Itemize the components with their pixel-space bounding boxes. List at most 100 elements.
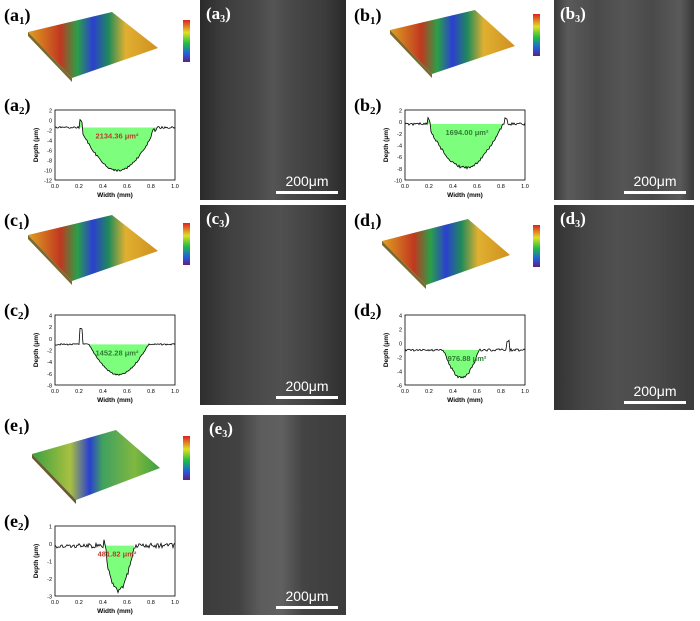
panel-label-a1: (a1) xyxy=(4,5,31,27)
y-tick-label: -10 xyxy=(394,179,402,185)
y-tick-label: 1 xyxy=(49,525,52,531)
y-axis-label: Depth (μm) xyxy=(383,333,390,367)
surface-map-a1 xyxy=(28,12,190,82)
x-tick-label: 0.2 xyxy=(425,184,433,190)
x-tick-label: 0.8 xyxy=(497,184,505,190)
y-tick-label: 0 xyxy=(399,120,402,126)
panel-d2: (d2) 4 2 0 -2 -4 -6 0.0 0.2 0.4 0.6 0.8 1.0 Width (m… xyxy=(350,297,550,405)
x-tick-label: 0.2 xyxy=(75,600,83,606)
worn-area-fill xyxy=(444,350,479,378)
surface-map-b1 xyxy=(390,10,540,78)
x-tick-label: 0.2 xyxy=(75,389,83,395)
x-tick-label: 0.4 xyxy=(99,600,107,606)
y-tick-label: -2 xyxy=(397,356,402,362)
panel-label-e2: (e2) xyxy=(4,511,30,533)
y-tick-label: 2 xyxy=(49,109,52,115)
surface-map-c1 xyxy=(28,215,190,285)
worn-area-fill xyxy=(103,539,134,593)
panel-e2: (e2) 1 0 -1 -2 -3 0.0 0.2 0.4 0.6 0.8 1.0 Width (mm… xyxy=(0,508,200,616)
x-tick-label: 0.0 xyxy=(401,184,409,190)
profile-line xyxy=(404,339,526,379)
panel-a2: (a2) 2 0 -2 -4 -6 -8 -10 -12 0.0 0.2 0.4 0.6 0.8 1.0 W… xyxy=(0,92,200,200)
x-tick-label: 0.4 xyxy=(99,184,107,190)
panel-e1: (e1) xyxy=(0,410,200,510)
x-axis-label: Width (mm) xyxy=(447,192,483,199)
x-tick-label: 1.0 xyxy=(171,600,179,606)
sem-image-a3: (a3) 200μm xyxy=(200,0,346,200)
panel-label-c3: (c3) xyxy=(206,209,230,230)
x-tick-label: 0.0 xyxy=(51,184,59,190)
y-tick-label: -8 xyxy=(47,384,52,390)
y-tick-label: -3 xyxy=(47,595,52,601)
y-axis-label: Depth (μm) xyxy=(33,128,40,162)
x-tick-label: 1.0 xyxy=(521,389,529,395)
y-tick-label: -6 xyxy=(397,384,402,390)
panel-label-d2: (d2) xyxy=(354,300,382,322)
x-axis-label: Width (mm) xyxy=(447,397,483,404)
panel-d1: (d1) xyxy=(350,205,550,297)
depth-profile-a2: 2 0 -2 -4 -6 -8 -10 -120.0 0.2 0.4 0.6 0.8 1.0 Width … xyxy=(33,109,179,200)
x-tick-label: 0.4 xyxy=(99,389,107,395)
panel-c1: (c1) xyxy=(0,205,200,297)
depth-profile-e2: 1 0 -1 -2 -30.0 0.2 0.4 0.6 0.8 1.0 Width (mm) Dept… xyxy=(33,525,179,616)
x-tick-label: 0.8 xyxy=(147,600,155,606)
y-tick-label: 4 xyxy=(399,314,402,320)
y-axis-label: Depth (μm) xyxy=(33,544,40,578)
x-tick-label: 1.0 xyxy=(171,389,179,395)
x-tick-label: 1.0 xyxy=(521,184,529,190)
profile-line xyxy=(54,539,176,594)
y-tick-label: -4 xyxy=(47,139,52,145)
y-axis-label: Depth (μm) xyxy=(33,333,40,367)
y-tick-label: -8 xyxy=(47,159,52,165)
panel-c2: (c2) 4 2 0 -2 -4 -6 -8 0.0 0.2 0.4 0.6 0.8 1.0 Width … xyxy=(0,297,200,405)
panel-label-b2: (b2) xyxy=(354,95,382,117)
panel-label-e1: (e1) xyxy=(4,415,30,437)
y-tick-label: -8 xyxy=(397,167,402,173)
y-tick-label: 0 xyxy=(49,337,52,343)
y-tick-label: -6 xyxy=(397,155,402,161)
y-tick-label: 0 xyxy=(49,119,52,125)
x-tick-label: 0.6 xyxy=(123,184,131,190)
y-tick-label: -10 xyxy=(44,169,52,175)
x-axis-label: Width (mm) xyxy=(97,397,133,404)
scale-bar-a3: 200μm xyxy=(276,173,338,194)
y-tick-label: -12 xyxy=(44,179,52,185)
worn-area-fill xyxy=(79,119,157,172)
y-axis-label: Depth (μm) xyxy=(383,128,390,162)
panel-label-c2: (c2) xyxy=(4,300,30,322)
wear-area-label: 1452.28 μm² xyxy=(96,348,139,357)
plot-frame xyxy=(404,109,526,181)
y-tick-label: 2 xyxy=(399,328,402,334)
x-tick-label: 1.0 xyxy=(171,184,179,190)
colorbar xyxy=(183,20,190,62)
panel-a1: (a1) xyxy=(0,0,200,92)
scale-bar-d3: 200μm xyxy=(624,383,686,404)
x-tick-label: 0.2 xyxy=(75,184,83,190)
y-tick-label: -6 xyxy=(47,372,52,378)
wear-area-label: 2134.36 μm² xyxy=(96,132,139,141)
x-tick-label: 0.0 xyxy=(51,600,59,606)
sem-image-d3: (d3) 200μm xyxy=(554,205,694,410)
panel-label-c1: (c1) xyxy=(4,210,30,232)
depth-profile-d2: 4 2 0 -2 -4 -60.0 0.2 0.4 0.6 0.8 1.0 Width (mm) Dep… xyxy=(383,314,529,405)
scale-bar-b3: 200μm xyxy=(624,173,686,194)
x-axis-label: Width (mm) xyxy=(97,608,133,615)
panel-label-b1: (b1) xyxy=(354,5,382,27)
colorbar xyxy=(533,225,540,267)
wear-area-label: 976.88 μm² xyxy=(448,354,487,363)
x-axis-label: Width (mm) xyxy=(97,192,133,199)
sem-image-e3: (e3) 200μm xyxy=(203,415,346,615)
panel-label-e3: (e3) xyxy=(209,419,233,440)
y-tick-label: -2 xyxy=(47,129,52,135)
profile-line xyxy=(54,118,176,172)
plot-frame xyxy=(54,314,176,386)
y-tick-label: 2 xyxy=(49,325,52,331)
plot-frame xyxy=(404,314,526,386)
panel-label-b3: (b3) xyxy=(560,4,586,25)
y-tick-label: 2 xyxy=(399,109,402,115)
worn-area-fill xyxy=(427,117,503,169)
y-tick-label: -2 xyxy=(47,349,52,355)
y-tick-label: -6 xyxy=(47,149,52,155)
surface-map-d1 xyxy=(382,219,540,289)
plot-frame xyxy=(54,109,176,181)
